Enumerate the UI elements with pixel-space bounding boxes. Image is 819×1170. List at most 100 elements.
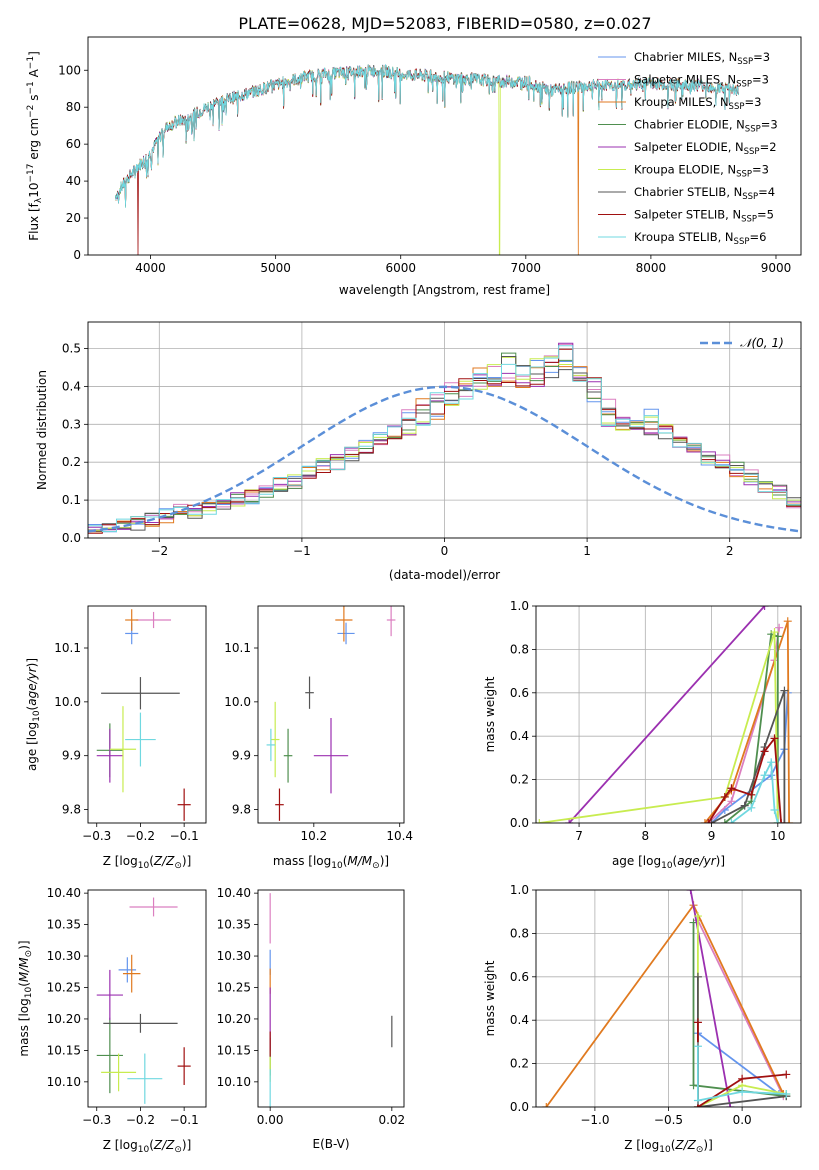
y-tick-label: 9.8 bbox=[232, 803, 251, 817]
x-tick-label: −1 bbox=[293, 544, 311, 558]
label-part: )] bbox=[25, 658, 39, 667]
label-part: )] bbox=[182, 854, 191, 868]
y-tick-label: 10.25 bbox=[217, 980, 251, 994]
label-part: Z [log bbox=[103, 854, 138, 868]
x-tick-label: 0 bbox=[441, 544, 449, 558]
weight-marker bbox=[686, 890, 695, 894]
weight-marker bbox=[700, 819, 709, 823]
y-axis-label: Flux [fλ10−17 erg cm−2 s−1 A−1] bbox=[26, 51, 44, 241]
weight-line bbox=[568, 606, 766, 823]
x-tick-label: 8 bbox=[641, 829, 649, 843]
label-part: 10 bbox=[27, 183, 41, 198]
label-part: age/yr bbox=[677, 854, 716, 868]
weight-series-9 bbox=[727, 758, 782, 823]
weight-marker bbox=[770, 628, 779, 637]
y-tick-label: 10.10 bbox=[47, 1075, 81, 1089]
x-tick-label: 0.00 bbox=[257, 1113, 284, 1127]
label-part: )] bbox=[380, 854, 389, 868]
legend-entry: Kroupa STELIB, NSSP=6 bbox=[634, 230, 766, 247]
legend-tail: =4 bbox=[758, 185, 775, 199]
label-part: )] bbox=[716, 854, 725, 868]
weight-series-9 bbox=[693, 1042, 791, 1105]
errorbar-point-9 bbox=[266, 728, 276, 762]
x-tick-label: 1 bbox=[583, 544, 591, 558]
weight-marker bbox=[542, 1103, 551, 1107]
plot-area bbox=[96, 897, 191, 1104]
y-tick-label: 9.8 bbox=[62, 803, 81, 817]
axes-frame bbox=[535, 605, 802, 824]
weight-marker bbox=[782, 1089, 791, 1098]
errorbar-point-5 bbox=[313, 718, 349, 794]
y-tick-label: 10.35 bbox=[47, 918, 81, 932]
y-tick-label: 1.0 bbox=[510, 883, 529, 897]
weight-marker bbox=[740, 801, 749, 810]
normal-reference-curve bbox=[88, 385, 801, 533]
legend-entry: Chabrier MILES, NSSP=3 bbox=[634, 50, 770, 67]
legend-tail: =3 bbox=[752, 163, 769, 177]
label-part: Z/Z bbox=[153, 1138, 175, 1152]
y-tick-label: 10.30 bbox=[217, 949, 251, 963]
errorbar-point-2 bbox=[136, 611, 172, 629]
y-tick-label: 0.8 bbox=[510, 926, 529, 940]
errorbar-point-3 bbox=[335, 606, 353, 642]
weight-marker bbox=[760, 606, 769, 610]
weight-line bbox=[697, 1046, 787, 1102]
weight-series-6 bbox=[536, 628, 782, 823]
weight-marker bbox=[727, 784, 736, 793]
weight-line bbox=[545, 903, 785, 1107]
legend-tail: =5 bbox=[757, 208, 774, 222]
x-axis-label: Z [log10(Z/Z⊙)] bbox=[624, 1138, 713, 1155]
y-tick-label: 10.0 bbox=[54, 695, 81, 709]
errorbar-point-3 bbox=[122, 954, 141, 993]
legend-tail: =2 bbox=[760, 140, 777, 154]
plot-area bbox=[88, 322, 801, 538]
label-part: mass [log bbox=[273, 854, 331, 868]
y-tick-label: 0.5 bbox=[62, 342, 81, 356]
weight-marker bbox=[689, 1081, 698, 1090]
weight-marker bbox=[785, 819, 794, 823]
label-part: −2 bbox=[26, 105, 36, 118]
weight-marker bbox=[780, 819, 789, 823]
weight-line bbox=[707, 627, 780, 823]
axes-frame bbox=[535, 889, 802, 1108]
y-tick-label: 10.40 bbox=[47, 886, 81, 900]
y-tick-label: 20 bbox=[66, 211, 81, 225]
label-part: erg cm bbox=[27, 118, 41, 164]
y-tick-label: 10.25 bbox=[47, 980, 81, 994]
weight-marker bbox=[780, 686, 789, 695]
label-part: ( bbox=[25, 706, 39, 711]
label-part: )] bbox=[703, 1138, 712, 1152]
legend-text: Kroupa MILES, N bbox=[634, 95, 729, 109]
plot-area bbox=[266, 606, 396, 821]
y-tick-label: 10.35 bbox=[217, 918, 251, 932]
legend-tail: =3 bbox=[753, 50, 770, 64]
label-part: 10 bbox=[138, 861, 150, 871]
label-part: λ bbox=[34, 197, 44, 203]
panel-spectrum: 4000 5000 6000 7000 8000 9000 0 20 40 60 80 100 wave… bbox=[26, 36, 802, 297]
weight-marker bbox=[565, 819, 574, 823]
panel-residuals: −2 −1 0 1 2 0.0 0.1 0.2 0.3 0.4 0.5 𝒩(0, 1) (data-mo… bbox=[35, 321, 802, 582]
x-tick-label: 6000 bbox=[385, 261, 416, 275]
errorbar-point-2 bbox=[386, 606, 396, 637]
legend-entry: 𝒩(0, 1) bbox=[740, 336, 784, 350]
y-tick-label: 0.2 bbox=[510, 1057, 529, 1071]
spectrum-series-9 bbox=[115, 63, 739, 208]
legend-sub: SSP bbox=[744, 147, 760, 157]
errorbar-point-3 bbox=[125, 609, 139, 631]
plot-area bbox=[96, 609, 191, 821]
label-part: ⊙ bbox=[24, 950, 34, 958]
y-axis-label: mass [log10(M/M⊙)] bbox=[17, 940, 34, 1056]
label-part: age [log bbox=[612, 854, 661, 868]
weight-marker bbox=[767, 758, 776, 767]
x-tick-label: 8000 bbox=[636, 261, 667, 275]
y-tick-label: 0.6 bbox=[510, 686, 529, 700]
x-tick-label: −1.0 bbox=[580, 1113, 609, 1127]
y-axis-label: age [log10(age/yr)] bbox=[25, 658, 42, 771]
weight-marker bbox=[782, 1070, 791, 1079]
y-tick-label: 0.8 bbox=[510, 642, 529, 656]
weight-line bbox=[697, 1032, 780, 1095]
x-tick-label: 9 bbox=[708, 829, 716, 843]
errorbar-point-5 bbox=[96, 728, 123, 783]
label-part: ] bbox=[27, 51, 41, 56]
